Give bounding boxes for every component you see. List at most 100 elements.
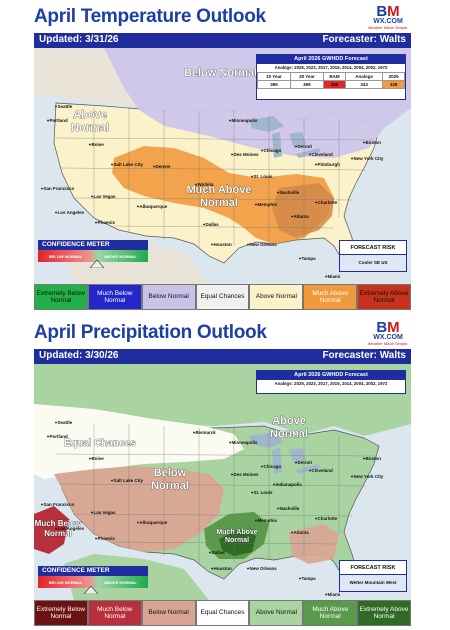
legend-item: Below Normal — [141, 600, 196, 626]
city-label: Detroit — [298, 144, 313, 149]
gwhdd-column-header: Analogs — [345, 72, 384, 81]
city-marker — [211, 243, 213, 246]
city-label: Miami — [328, 592, 341, 597]
city-label: Atlanta — [294, 214, 310, 219]
city-marker — [91, 195, 93, 198]
legend-item: Extremely Above Normal — [357, 284, 412, 310]
city-marker — [195, 183, 197, 186]
city-marker — [91, 511, 93, 514]
lake-huron — [289, 448, 306, 464]
above-normal-label-line2: Normal — [270, 428, 308, 440]
city-label: Pittsburgh — [318, 162, 341, 167]
city-marker — [255, 519, 257, 522]
city-label: Chicago — [264, 148, 282, 153]
city-marker — [89, 143, 91, 146]
city-label: Des Moines — [234, 472, 260, 477]
legend-item: Equal Chances — [195, 284, 250, 310]
gwhdd-value: 386 — [322, 80, 347, 89]
city-marker — [229, 441, 231, 444]
city-marker — [325, 275, 327, 278]
city-marker — [111, 479, 113, 482]
city-marker — [277, 191, 279, 194]
forecast-risk-heading: FORECAST RISK — [340, 561, 406, 575]
city-label: Atlanta — [294, 530, 310, 535]
legend-item: Above Normal — [249, 284, 304, 310]
city-marker — [325, 593, 327, 596]
below-normal-label: Below Normal — [184, 67, 257, 79]
city-marker — [153, 165, 155, 168]
city-marker — [211, 567, 213, 570]
precipitation-map-svg: Equal Chances Above Normal Below Normal Mu… — [34, 364, 411, 600]
city-label: Chicago — [264, 464, 282, 469]
gwhdd-forecast-box: April 2026 GWHDD Forecast Analogs: 2025,… — [256, 54, 406, 100]
forecast-risk-box: FORECAST RISK Wetter Mountain West — [339, 560, 407, 592]
city-label: Nashville — [280, 506, 300, 511]
city-label: Boise — [92, 456, 105, 461]
city-marker — [209, 551, 211, 554]
page-title: April Temperature Outlook — [34, 6, 266, 27]
above-normal-label-line1: Above — [272, 415, 306, 427]
city-marker — [247, 567, 249, 570]
city-marker — [291, 215, 293, 218]
forecast-risk-text: Wetter Mountain West — [340, 575, 406, 591]
legend-item: Much Below Normal — [87, 284, 142, 310]
analogs-text: Analogs: 2025, 2023, 2017, 2015, 2014, 2… — [274, 65, 388, 70]
below-normal-region — [54, 466, 224, 552]
gwhdd-table-header: 10 Year 30 Year BAM Analogs 2025 — [257, 72, 405, 81]
much-above-normal-label: Much Above Normal — [187, 184, 252, 209]
temperature-legend: Extremely Below Normal Much Below Normal B… — [34, 284, 412, 310]
confidence-left-label: BELOW NORMAL — [48, 579, 83, 585]
legend-item: Much Above Normal — [303, 600, 358, 626]
header-bar: Updated: 3/31/26 Forecaster: Walts — [34, 33, 411, 48]
city-marker — [41, 187, 43, 190]
above-normal-label: Above Normal — [270, 415, 308, 440]
city-label: Las Vegas — [94, 194, 117, 199]
confidence-pointer-icon — [84, 586, 98, 594]
lake-superior — [249, 432, 284, 448]
city-marker — [315, 201, 317, 204]
city-label: San Francisco — [44, 186, 75, 191]
above-normal-label: Above Normal — [71, 109, 109, 134]
city-marker — [47, 119, 49, 122]
confidence-right-label: ABOVE NORMAL — [104, 579, 137, 585]
city-label: New York City — [354, 474, 384, 479]
city-marker — [137, 521, 139, 524]
city-label: Phoenix — [98, 536, 116, 541]
gwhdd-value: 343 — [345, 80, 384, 89]
southeast-much-above-region — [272, 183, 334, 238]
city-label: Des Moines — [234, 152, 260, 157]
city-label: San Francisco — [44, 502, 75, 507]
gwhdd-column-header: BAM — [322, 72, 347, 81]
city-marker — [351, 475, 353, 478]
city-label: Salt Lake City — [114, 162, 144, 167]
city-label: Charlotte — [318, 516, 338, 521]
forecaster-name: Forecaster: Walts — [322, 350, 406, 361]
city-marker — [231, 153, 233, 156]
below-normal-label: Below Normal — [151, 467, 189, 492]
city-marker — [229, 119, 231, 122]
precipitation-outlook-panel: April Precipitation Outlook BM WX.COM We… — [0, 316, 450, 630]
city-label: Cleveland — [312, 152, 334, 157]
precipitation-map: Equal Chances Above Normal Below Normal Mu… — [34, 364, 411, 600]
legend-item: Extremely Below Normal — [34, 600, 88, 626]
logo-mark: BM — [376, 319, 400, 336]
city-marker — [47, 435, 49, 438]
gwhdd-column-header: 10 Year — [257, 72, 291, 81]
city-marker — [55, 211, 57, 214]
city-marker — [55, 105, 57, 108]
city-marker — [295, 145, 297, 148]
temperature-map: Below Normal Above Normal Much Above Norma… — [34, 48, 411, 284]
city-marker — [247, 243, 249, 246]
city-label: Memphis — [258, 202, 278, 207]
city-label: Las Vegas — [94, 510, 117, 515]
city-marker — [315, 163, 317, 166]
gwhdd-value: 328 — [382, 80, 405, 89]
gwhdd-column-header: 2025 — [382, 72, 405, 81]
city-label: Nashville — [280, 190, 300, 195]
analogs-text: Analogs: 2025, 2023, 2017, 2015, 2014, 2… — [274, 381, 388, 386]
temperature-outlook-panel: April Temperature Outlook BM WX.COM Weat… — [0, 0, 450, 314]
city-labels: Seattle Portland Minneapolis Chicago Des Moi… — [41, 104, 384, 279]
city-label: New Orleans — [250, 566, 278, 571]
precipitation-legend: Extremely Below Normal Much Below Normal B… — [34, 600, 412, 626]
logo-tagline: Weather Made Simple. — [367, 25, 409, 30]
